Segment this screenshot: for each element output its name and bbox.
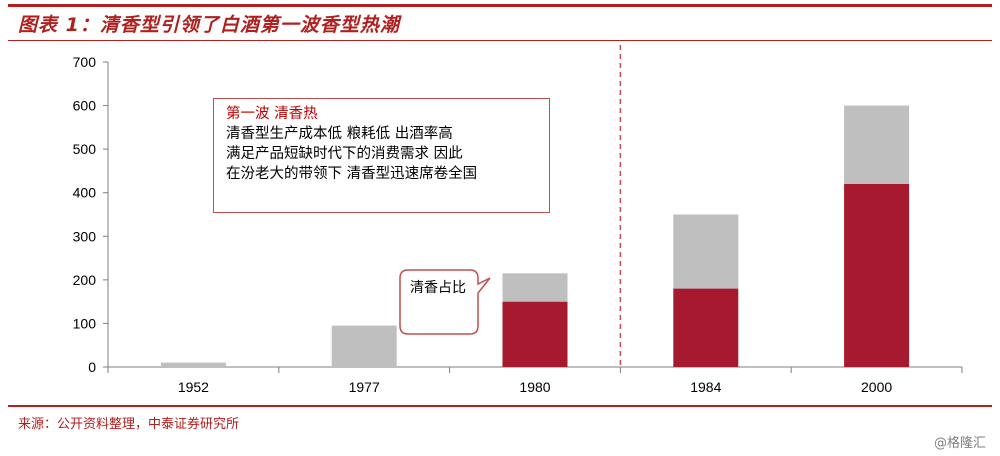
y-tick-label: 500 [73,141,97,157]
annotation-line-1: 清香型生产成本低 粮耗低 出酒率高 [226,126,453,142]
callout-text: 清香占比 [410,280,466,296]
x-tick-label: 2000 [861,379,892,395]
bar-remainder-segment [331,325,397,367]
watermark: @格隆汇 [933,436,986,451]
bar-qingxiang-segment [673,288,739,367]
footer-rule [8,405,992,407]
bar-remainder-segment [673,214,739,289]
source-note: 来源：公开资料整理，中泰证券研究所 [18,417,240,432]
annotation-line-2: 满足产品短缺时代下的消费需求 因此 [226,146,463,162]
header-bottom-rule [8,40,992,41]
x-tick-label: 1977 [349,379,380,395]
bar-remainder-segment [160,362,226,367]
y-tick-label: 0 [88,359,96,375]
y-tick-label: 600 [73,98,97,114]
chart-title: 图表 1：清香型引领了白酒第一波香型热潮 [18,14,400,36]
header-top-rule [8,4,992,7]
y-tick-label: 400 [73,185,97,201]
x-tick-label: 1980 [519,379,550,395]
y-tick-label: 100 [73,315,97,331]
y-tick-label: 700 [73,54,97,70]
y-tick-label: 300 [73,228,97,244]
bar-remainder-segment [502,273,568,302]
bar-qingxiang-segment [844,184,910,367]
x-tick-label: 1952 [178,379,209,395]
x-tick-label: 1984 [690,379,721,395]
annotation-box: 第一波 清香热 清香型生产成本低 粮耗低 出酒率高 满足产品短缺时代下的消费需求… [213,98,550,213]
bar-remainder-segment [844,105,910,184]
stacked-bar-chart: 0 100 200 300 400 500 600 700 1952 1977 1980 1984 20… [73,45,963,395]
annotation-line-3: 在汾老大的带领下 清香型迅速席卷全国 [226,166,478,182]
annotation-heading: 第一波 清香热 [226,106,318,122]
label-layer: 0 100 200 300 400 500 600 700 1952 1977 1980 1984 20… [73,54,893,395]
bar-qingxiang-segment [502,301,568,367]
callout-bubble [399,269,491,335]
bar-layer [160,105,910,367]
y-tick-label: 200 [73,272,97,288]
callout-bubble-shape [399,269,491,335]
